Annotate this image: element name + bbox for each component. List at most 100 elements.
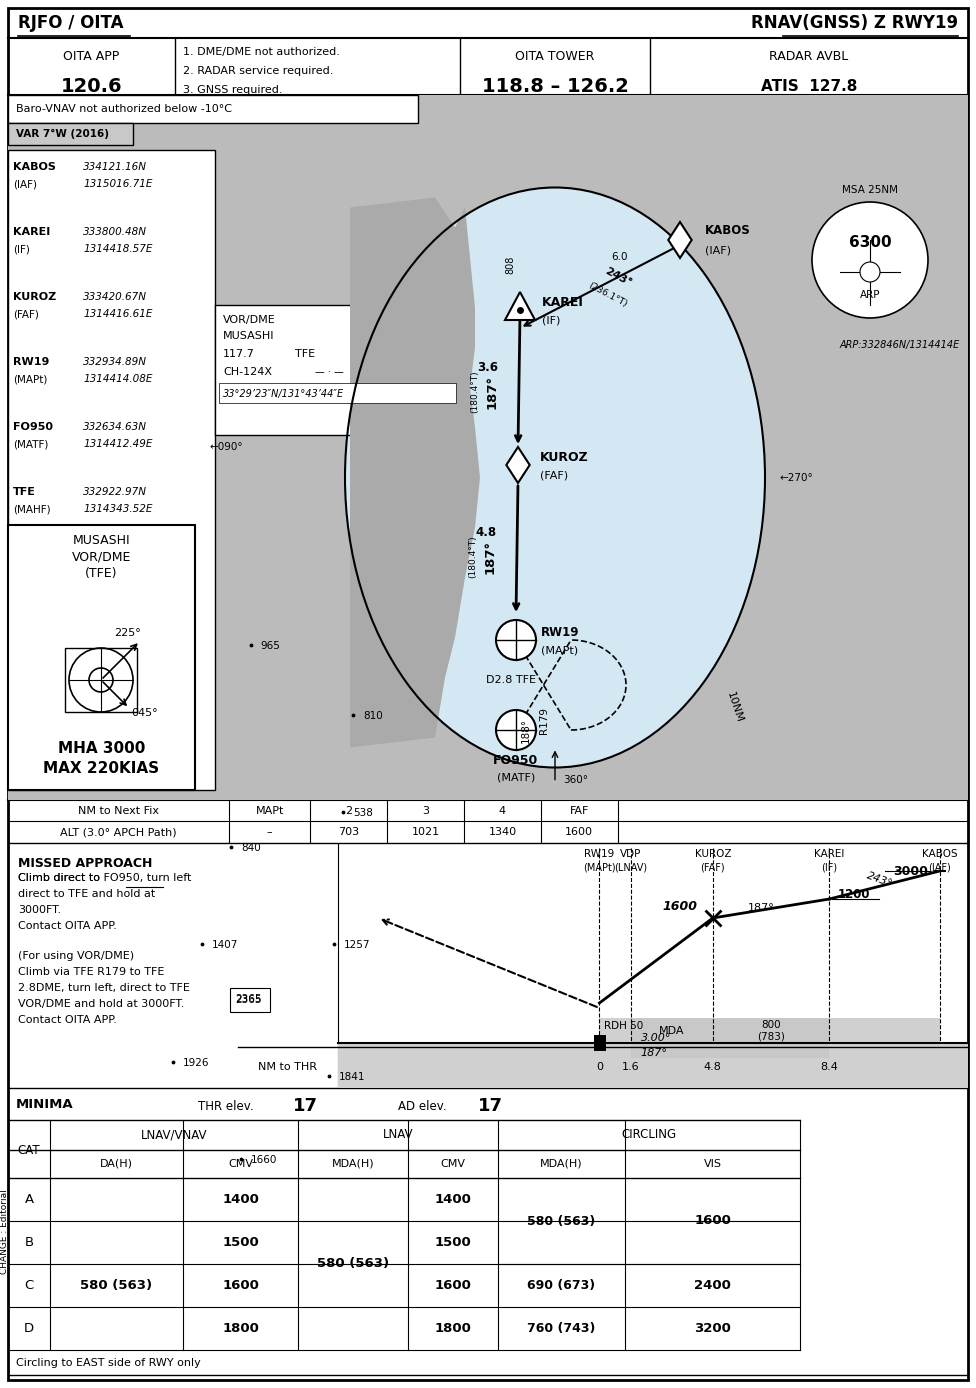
Text: 1841: 1841	[339, 1072, 365, 1081]
Text: 4.8: 4.8	[475, 526, 497, 539]
Text: CHANGE : Editorial: CHANGE : Editorial	[1, 1190, 10, 1274]
Text: 8.4: 8.4	[821, 1062, 838, 1072]
Bar	[8, 94, 418, 124]
Text: TFE: TFE	[295, 348, 315, 359]
Text: FAF: FAF	[570, 805, 589, 816]
Bar	[594, 1035, 606, 1051]
Polygon shape	[350, 197, 480, 748]
FancyBboxPatch shape	[219, 383, 456, 403]
Text: 1314414.08E: 1314414.08E	[83, 373, 152, 384]
Text: 1800: 1800	[223, 1321, 259, 1335]
Text: — · —: — · —	[315, 366, 344, 378]
Text: 1314418.57E: 1314418.57E	[83, 244, 152, 254]
Circle shape	[860, 262, 880, 282]
Text: 1. DME/DME not authorized.: 1. DME/DME not authorized.	[183, 47, 340, 57]
Text: 1.6: 1.6	[622, 1062, 639, 1072]
Text: OITA TOWER: OITA TOWER	[515, 50, 594, 62]
Text: FO950: FO950	[494, 754, 539, 766]
Circle shape	[496, 620, 536, 661]
Text: 120.6: 120.6	[61, 76, 122, 96]
Text: (For using VOR/DME): (For using VOR/DME)	[18, 951, 134, 960]
Polygon shape	[505, 291, 535, 321]
Text: Contact OITA APP.: Contact OITA APP.	[18, 1015, 117, 1024]
Text: D2.8 TFE: D2.8 TFE	[486, 675, 536, 686]
Text: (MAPt): (MAPt)	[13, 373, 48, 384]
Text: KUROZ: KUROZ	[13, 291, 57, 303]
Text: CMV: CMV	[228, 1159, 253, 1169]
Text: AD elev.: AD elev.	[398, 1099, 450, 1113]
Text: NM to Next Fix: NM to Next Fix	[78, 805, 159, 816]
Text: 1600: 1600	[694, 1214, 731, 1227]
Text: RDH 50: RDH 50	[604, 1022, 644, 1031]
Text: 810: 810	[363, 711, 383, 720]
Text: OITA APP: OITA APP	[63, 50, 120, 62]
Ellipse shape	[345, 187, 765, 768]
Text: 17: 17	[293, 1097, 318, 1115]
Bar	[65, 648, 137, 712]
Text: KABOS: KABOS	[13, 162, 56, 172]
Text: 1200: 1200	[837, 887, 870, 901]
Text: 6.0: 6.0	[612, 253, 629, 262]
Text: CH-124X: CH-124X	[223, 366, 272, 378]
Text: 1600: 1600	[434, 1278, 471, 1292]
Text: (IF): (IF)	[822, 862, 837, 872]
Text: 2400: 2400	[694, 1278, 731, 1292]
Text: (IF): (IF)	[542, 315, 560, 325]
Text: 1257: 1257	[344, 940, 370, 949]
Text: 3: 3	[422, 805, 429, 816]
Text: (IAF): (IAF)	[13, 179, 37, 189]
Text: 2365: 2365	[235, 995, 263, 1005]
Text: 187°: 187°	[483, 540, 497, 575]
Text: B: B	[24, 1235, 33, 1249]
Text: ←270°: ←270°	[780, 472, 814, 483]
Text: ATIS  127.8: ATIS 127.8	[761, 79, 857, 93]
Text: 1315016.71E: 1315016.71E	[83, 179, 152, 189]
Text: VAR 7°W (2016): VAR 7°W (2016)	[16, 129, 109, 139]
Text: 332634.63N: 332634.63N	[83, 422, 147, 432]
Text: 2. RADAR service required.: 2. RADAR service required.	[183, 67, 334, 76]
Text: (IAF): (IAF)	[928, 862, 951, 872]
Text: KAREI: KAREI	[13, 228, 50, 237]
Text: VDP: VDP	[621, 849, 641, 859]
Text: 117.7: 117.7	[223, 348, 255, 359]
Text: direct to TFE and hold at: direct to TFE and hold at	[18, 888, 155, 899]
Text: 1660: 1660	[251, 1155, 277, 1165]
Text: (IAF): (IAF)	[705, 246, 731, 255]
Text: KUROZ: KUROZ	[695, 849, 731, 859]
Text: 187°: 187°	[485, 375, 499, 409]
Text: 1600: 1600	[223, 1278, 259, 1292]
Text: 187°: 187°	[641, 1048, 668, 1058]
Text: 333420.67N: 333420.67N	[83, 291, 147, 303]
Text: (MAPt): (MAPt)	[583, 862, 616, 872]
Polygon shape	[507, 447, 530, 483]
Text: 0: 0	[596, 1062, 603, 1072]
Text: 690 (673): 690 (673)	[527, 1278, 595, 1292]
Bar	[630, 1017, 712, 1058]
Text: RW19: RW19	[13, 357, 50, 366]
Text: LNAV: LNAV	[383, 1128, 413, 1141]
Circle shape	[69, 648, 133, 712]
Polygon shape	[338, 1017, 968, 1088]
Text: FO950: FO950	[13, 422, 53, 432]
Text: VOR/DME: VOR/DME	[223, 315, 276, 325]
Text: 1021: 1021	[412, 827, 439, 837]
Text: 17: 17	[478, 1097, 503, 1115]
Bar	[8, 94, 968, 799]
Text: ALT (3.0° APCH Path): ALT (3.0° APCH Path)	[61, 827, 177, 837]
Bar	[8, 124, 133, 144]
Text: (FAF): (FAF)	[701, 862, 725, 872]
Text: 360°: 360°	[563, 775, 588, 784]
Text: MUSASHI: MUSASHI	[72, 533, 131, 547]
Text: RJFO / OITA: RJFO / OITA	[18, 14, 124, 32]
Text: (180.4°T): (180.4°T)	[470, 371, 479, 414]
Text: 6300: 6300	[849, 235, 891, 250]
Text: 703: 703	[339, 827, 359, 837]
Text: (FAF): (FAF)	[540, 471, 568, 480]
Text: 1400: 1400	[434, 1194, 471, 1206]
Text: 4: 4	[499, 805, 506, 816]
Text: 1500: 1500	[223, 1235, 259, 1249]
Text: 2.8DME, turn left, direct to TFE: 2.8DME, turn left, direct to TFE	[18, 983, 190, 992]
Text: 760 (743): 760 (743)	[527, 1321, 595, 1335]
Text: 10NM: 10NM	[725, 691, 745, 725]
Text: NM to THR: NM to THR	[259, 1062, 317, 1072]
